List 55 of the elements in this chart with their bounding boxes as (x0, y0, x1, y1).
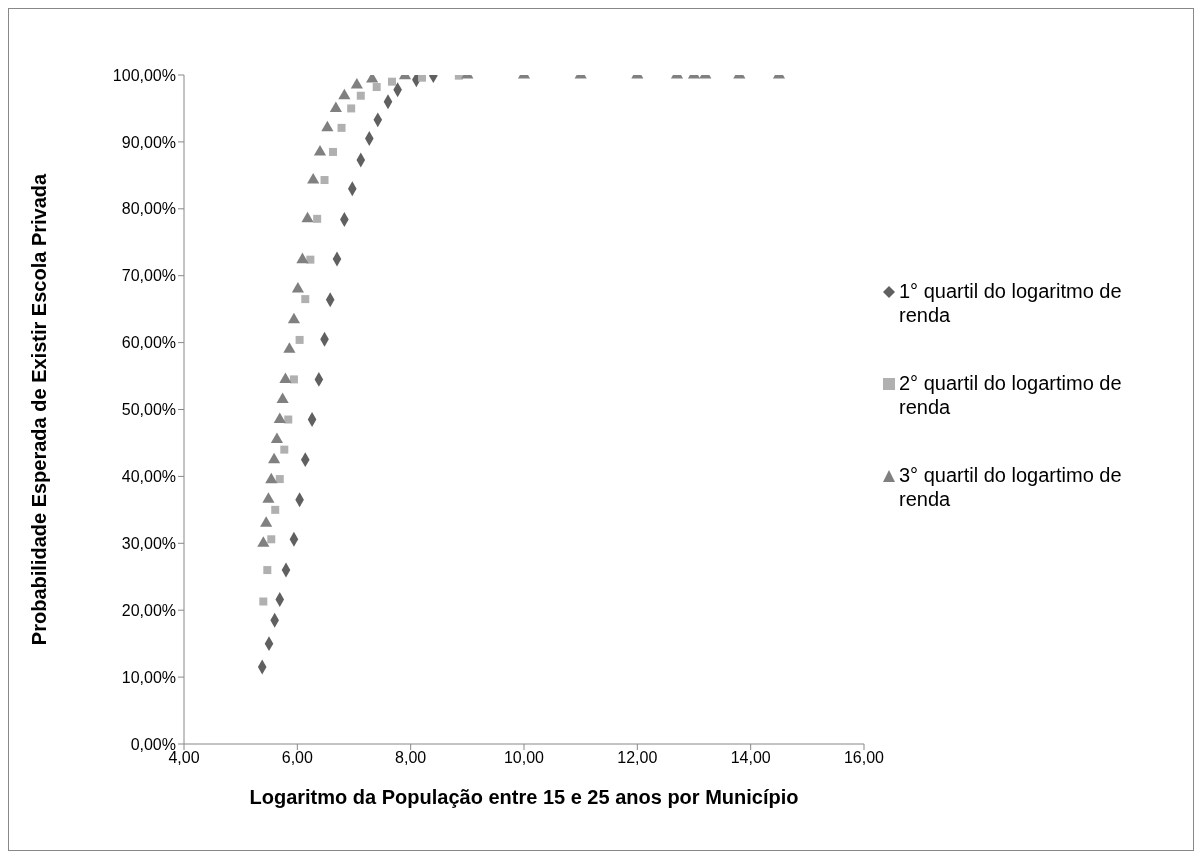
point (307, 173, 320, 184)
x-tick-label: 14,00 (730, 749, 771, 767)
point (284, 415, 293, 424)
point (287, 312, 301, 324)
point (283, 342, 296, 353)
point (273, 412, 286, 424)
point (387, 77, 396, 86)
point (347, 104, 356, 113)
x-tick-label: 8,00 (395, 749, 427, 767)
point (329, 147, 338, 156)
y-tick-label: 30,00% (121, 534, 176, 552)
point (296, 252, 309, 264)
y-tick-label: 60,00% (121, 334, 176, 352)
y-tick-label: 10,00% (121, 668, 176, 686)
point (306, 255, 315, 264)
point (313, 214, 322, 223)
point (280, 445, 289, 454)
x-axis-title: Logaritmo da População entre 15 e 25 anos por Município (249, 786, 799, 808)
point (320, 176, 329, 185)
point (271, 505, 280, 514)
point (267, 535, 276, 544)
x-tick-label: 10,00 (503, 749, 545, 767)
point (268, 452, 281, 464)
point (275, 475, 284, 484)
point (279, 372, 292, 383)
legend-label: 1° quartil do logaritmo de renda (899, 279, 1123, 327)
point (295, 335, 304, 344)
x-tick-label: 6,00 (281, 749, 314, 767)
point (260, 516, 273, 527)
point (289, 375, 298, 384)
point (262, 492, 275, 503)
point (356, 91, 365, 100)
point (301, 295, 310, 304)
y-tick-label: 20,00% (121, 601, 176, 619)
point (372, 83, 381, 92)
y-tick-label: 80,00% (121, 200, 176, 218)
legend-label: 2° quartil do logartimo de renda (899, 371, 1123, 419)
point (259, 597, 268, 606)
y-tick-label: 100,00% (112, 66, 176, 84)
point (270, 432, 284, 444)
y-axis-title: Probabilidade Esperada de Existir Escola Privada (28, 172, 51, 646)
y-tick-label: 40,00% (121, 468, 176, 486)
y-tick-label: 70,00% (121, 267, 176, 285)
x-tick-label: 16,00 (843, 749, 885, 767)
legend-label: 3° quartil do logartimo de renda (899, 463, 1123, 511)
point (337, 123, 346, 132)
y-tick-label: 90,00% (121, 133, 176, 151)
point (257, 536, 270, 547)
point (263, 566, 272, 575)
point (265, 472, 278, 484)
x-tick-label: 12,00 (617, 749, 658, 767)
point (291, 282, 304, 293)
point (276, 392, 289, 403)
y-tick-label: 50,00% (121, 401, 176, 419)
point (418, 75, 426, 82)
